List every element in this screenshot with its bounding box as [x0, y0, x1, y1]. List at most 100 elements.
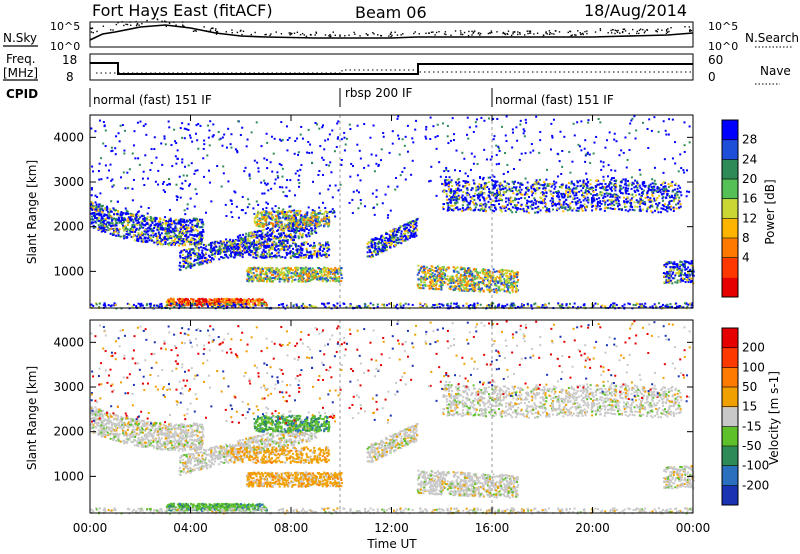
- power-point: [134, 217, 137, 220]
- power-point: [239, 248, 242, 251]
- power-point: [511, 289, 514, 292]
- power-point: [424, 267, 427, 270]
- power-point: [283, 212, 286, 215]
- nsearch-point: [517, 31, 519, 33]
- power-point: [186, 260, 189, 263]
- power-point: [175, 301, 178, 304]
- power-point: [474, 286, 477, 289]
- power-point: [255, 241, 258, 244]
- power-point: [192, 247, 195, 250]
- power-point: [278, 276, 281, 279]
- power-point: [287, 279, 290, 282]
- power-point: [275, 256, 278, 259]
- power-point: [317, 225, 320, 228]
- power-point: [319, 243, 322, 246]
- power-point: [311, 275, 314, 278]
- power-point: [501, 268, 504, 271]
- nsearch-point: [487, 32, 490, 35]
- power-point: [286, 225, 289, 228]
- power-point: [121, 222, 124, 225]
- power-point: [303, 227, 306, 230]
- power-point: [198, 231, 201, 234]
- power-point: [309, 244, 312, 247]
- nsearch-point: [354, 33, 356, 35]
- power-point: [211, 256, 214, 259]
- power-point: [191, 298, 194, 301]
- power-point: [209, 299, 212, 302]
- power-point: [191, 223, 194, 226]
- nsearch-point: [231, 31, 233, 34]
- power-point: [440, 270, 443, 273]
- power-point: [109, 224, 112, 227]
- power-point: [368, 250, 371, 253]
- power-point: [237, 298, 240, 301]
- power-point: [140, 214, 143, 217]
- power-point: [487, 269, 490, 272]
- power-point: [311, 216, 314, 219]
- power-point: [495, 284, 498, 287]
- power-point: [293, 229, 296, 232]
- power-point: [230, 247, 233, 250]
- power-point: [374, 248, 377, 251]
- power-point: [469, 278, 472, 281]
- power-point: [167, 232, 170, 235]
- power-point: [196, 222, 199, 225]
- power-point: [331, 268, 334, 271]
- power-point: [319, 224, 322, 227]
- power-point: [240, 254, 243, 257]
- power-point: [404, 239, 407, 242]
- power-point: [319, 272, 322, 275]
- power-point: [275, 242, 278, 245]
- nsearch-point: [373, 33, 375, 35]
- power-point: [189, 252, 192, 255]
- nsearch-point: [542, 34, 545, 36]
- power-point: [274, 272, 277, 275]
- nsearch-point: [380, 34, 382, 37]
- power-point: [386, 239, 389, 242]
- power-point: [300, 225, 303, 228]
- power-point: [296, 266, 299, 269]
- power-point: [276, 278, 279, 281]
- power-point: [428, 284, 431, 287]
- power-point: [513, 272, 516, 275]
- power-point: [189, 257, 192, 260]
- power-point: [292, 218, 295, 221]
- power-point: [108, 228, 111, 231]
- power-point: [312, 272, 315, 275]
- power-point: [164, 227, 167, 230]
- power-point: [275, 275, 278, 278]
- nsearch-trace: [90, 18, 693, 38]
- power-point: [139, 235, 142, 238]
- power-point: [490, 283, 493, 286]
- power-point: [140, 231, 143, 234]
- power-point: [157, 231, 160, 234]
- power-point: [94, 217, 97, 220]
- power-point: [136, 222, 139, 225]
- power-point: [203, 257, 206, 260]
- power-point: [264, 276, 267, 279]
- power-point: [256, 210, 259, 213]
- nsearch-point: [353, 31, 355, 34]
- power-point: [250, 250, 253, 253]
- power-point: [92, 224, 95, 227]
- power-point: [414, 226, 417, 229]
- power-point: [173, 232, 176, 235]
- power-point: [489, 287, 492, 290]
- power-point: [265, 256, 268, 259]
- power-point: [259, 246, 262, 249]
- power-point: [266, 239, 269, 242]
- power-point: [512, 186, 515, 189]
- power-point: [436, 269, 439, 272]
- power-point: [200, 221, 203, 224]
- nsearch-point: [546, 33, 548, 35]
- power-point: [271, 241, 274, 244]
- power-point: [185, 256, 188, 259]
- power-point: [475, 284, 478, 287]
- power-point: [123, 237, 126, 240]
- power-point: [194, 217, 197, 220]
- power-point: [322, 212, 325, 215]
- power-point: [178, 238, 181, 241]
- power-point: [193, 252, 196, 255]
- power-point: [232, 248, 235, 251]
- power-point: [375, 248, 378, 251]
